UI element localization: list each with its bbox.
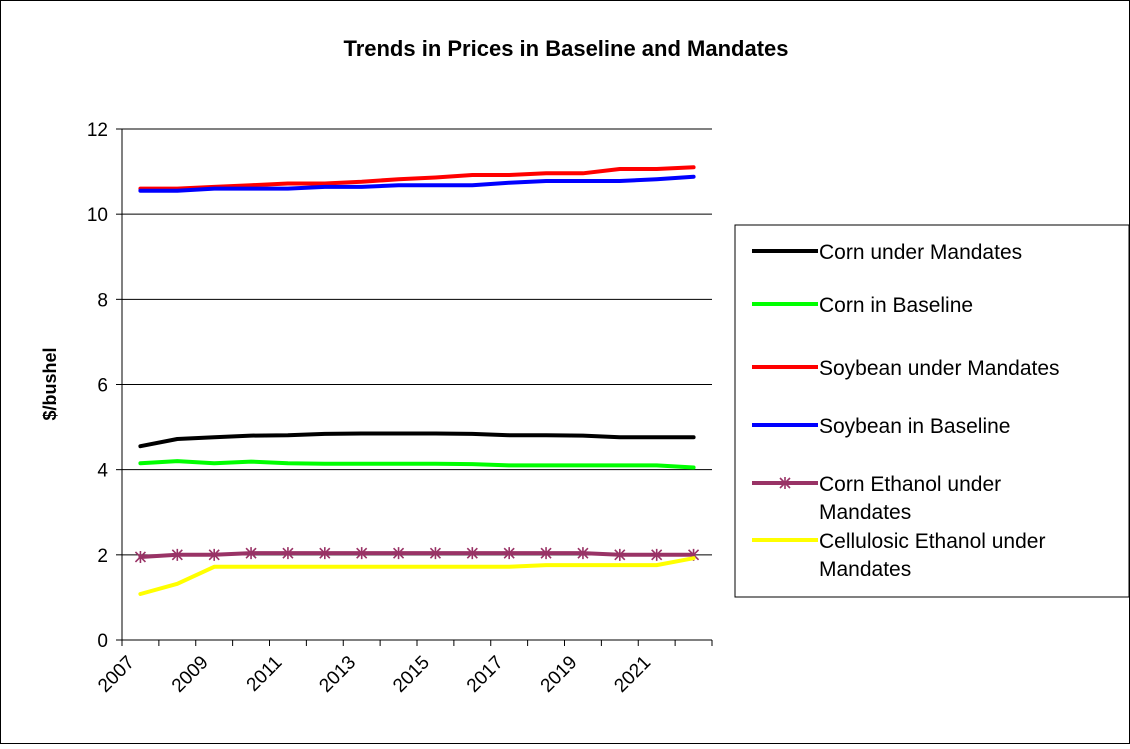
data-point-marker [577,547,589,560]
legend: Corn under Mandates Corn in Baseline Soybe… [734,224,1130,598]
series-line [138,165,696,191]
legend-label: Corn Ethanol under Mandates [819,473,1001,524]
data-point-marker [134,550,147,563]
data-point-marker [614,548,626,561]
y-tick-label: 0 [97,631,108,652]
legend-label: Soybean in Baseline [819,415,1010,438]
legend-box [734,224,1130,598]
data-point-marker [651,548,663,561]
y-axis-label: $/bushel [40,347,60,420]
axes [116,128,713,646]
data-point-marker [245,547,257,560]
y-tick-labels: 0 2 4 6 8 10 12 [87,120,109,652]
data-point-marker [208,548,220,561]
legend-marker [779,477,791,489]
series-line [138,459,696,470]
legend-label: Corn in Baseline [819,294,973,317]
y-tick-label: 6 [97,376,108,397]
y-tick-label: 2 [97,546,108,567]
legend-label: Corn under Mandates [819,241,1022,264]
y-tick-label: 8 [97,290,108,311]
legend-label: Cellulosic Ethanol under Mandates [819,530,1045,581]
data-point-marker [171,548,183,561]
data-point-marker [319,547,331,560]
y-tick-label: 4 [97,461,108,482]
legend-label: Soybean under Mandates [819,357,1060,380]
series-line [138,556,696,596]
data-point-marker [503,547,515,560]
data-point-marker [540,547,552,560]
data-point-marker [356,547,368,560]
y-tick-label: 12 [87,120,108,141]
data-point-marker [282,547,294,560]
series-line [138,174,696,193]
data-point-marker [392,547,405,560]
data-point-marker [429,547,442,560]
series-lines [134,165,700,596]
data-point-marker [466,547,478,560]
y-tick-label: 10 [87,205,108,226]
series-line [138,551,696,559]
series-line [138,431,696,449]
chart-title: Trends in Prices in Baseline and Mandate… [343,36,788,61]
